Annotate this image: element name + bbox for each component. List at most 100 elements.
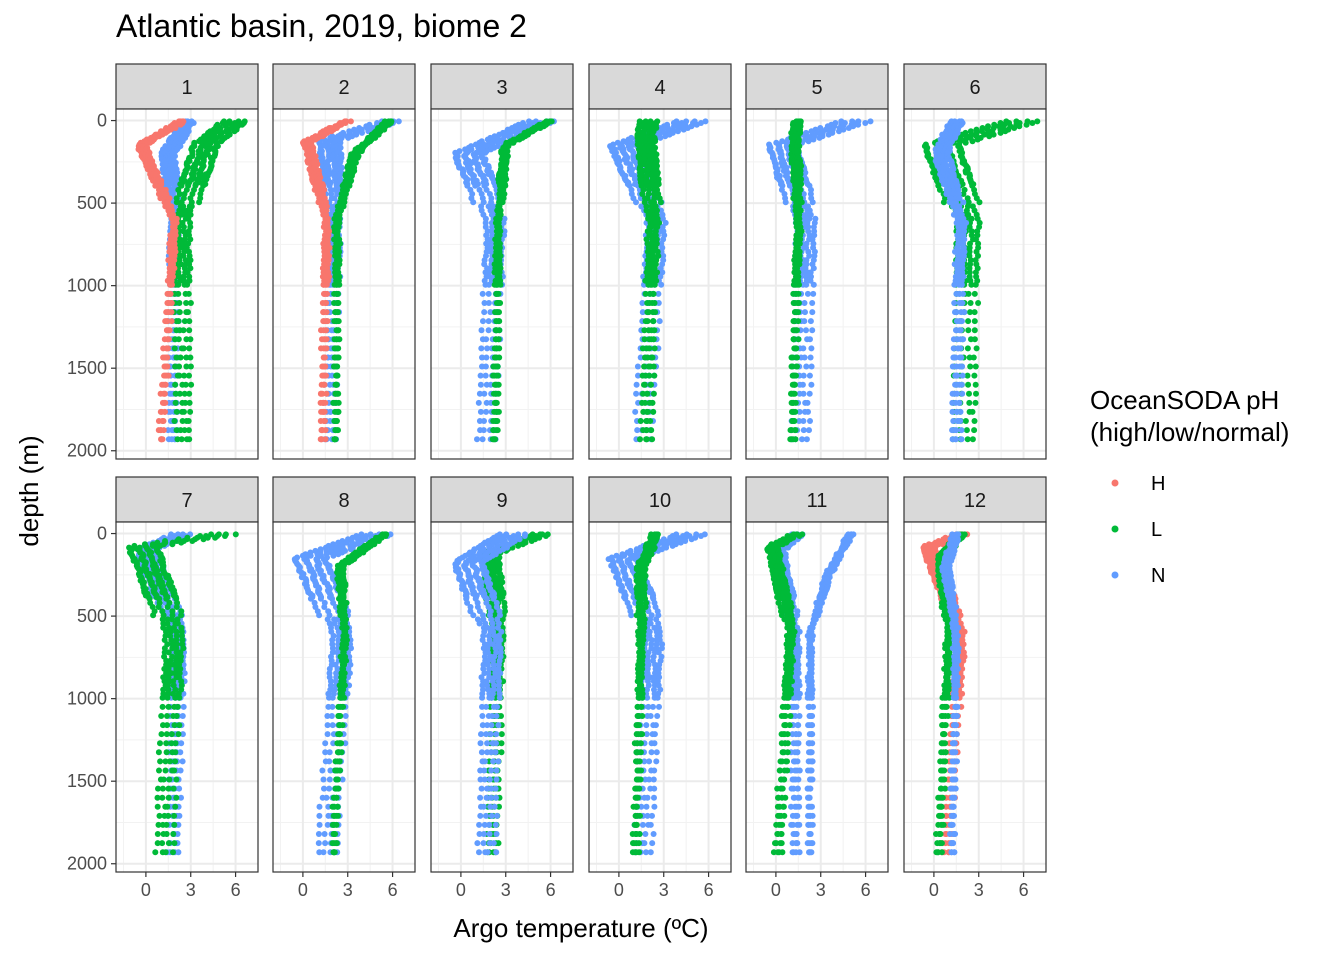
data-point-L [178, 211, 185, 218]
data-point-H [322, 281, 329, 288]
data-point-H [320, 381, 327, 388]
data-point-L [971, 427, 978, 434]
data-point-L [796, 281, 802, 288]
data-point-H [168, 300, 175, 306]
data-point-H [324, 318, 331, 325]
data-point-N [803, 436, 810, 443]
data-point-L [176, 372, 183, 379]
data-point-N [485, 318, 492, 325]
data-point-N [958, 436, 965, 443]
data-point-L [332, 436, 339, 443]
data-point-L [647, 381, 654, 388]
data-point-L [495, 381, 502, 388]
data-point-N [483, 336, 490, 343]
data-point-N [807, 211, 814, 218]
data-point-L [335, 345, 342, 352]
data-point-H [162, 408, 168, 415]
data-point-N [799, 381, 806, 388]
data-point-N [801, 318, 808, 325]
data-point-N [809, 309, 816, 316]
data-point-L [791, 390, 798, 397]
data-point-L [792, 345, 799, 352]
y-tick-label: 0 [97, 111, 107, 131]
data-point-L [648, 427, 655, 434]
data-point-N [825, 131, 832, 138]
data-point-L [510, 139, 517, 146]
data-point-L [494, 290, 501, 297]
data-point-L [492, 436, 499, 443]
data-point-N [801, 354, 808, 361]
data-point-L [971, 318, 978, 325]
facet-strip-label: 7 [181, 490, 192, 512]
data-point-L [972, 381, 979, 388]
data-point-L [185, 418, 192, 424]
data-point-L [187, 363, 194, 370]
data-point-N [657, 134, 664, 141]
data-point-L [495, 390, 502, 397]
data-point-N [862, 120, 869, 126]
data-point-L [187, 300, 194, 306]
data-point-L [177, 354, 184, 361]
data-point-N [782, 199, 789, 206]
data-point-L [971, 290, 978, 297]
data-point-N [810, 290, 817, 297]
data-point-H [172, 125, 179, 131]
data-point-L [966, 399, 973, 406]
data-point-L [335, 290, 341, 297]
data-point-L [333, 372, 340, 379]
data-point-N [845, 125, 852, 131]
data-point-N [633, 390, 640, 397]
data-point-L [516, 136, 523, 143]
data-point-N [867, 118, 874, 125]
data-point-L [643, 436, 650, 443]
data-point-H [169, 281, 175, 288]
data-point-N [800, 345, 807, 352]
data-point-L [493, 427, 500, 434]
data-point-L [174, 436, 181, 443]
data-point-L [962, 418, 969, 424]
data-point-L [792, 408, 799, 415]
data-point-L [186, 327, 193, 334]
data-point-L [971, 327, 978, 334]
facet-panel-2: 2 [272, 63, 416, 460]
data-point-L [644, 318, 651, 325]
data-point-L [496, 354, 503, 361]
data-point-N [482, 372, 489, 379]
data-point-L [965, 327, 972, 334]
data-point-H [165, 372, 172, 379]
data-point-L [334, 309, 341, 316]
data-point-L [186, 318, 193, 325]
data-point-L [183, 354, 190, 361]
data-point-H [322, 327, 329, 334]
data-point-L [971, 336, 978, 343]
data-point-L [650, 390, 657, 397]
data-point-N [809, 327, 816, 334]
data-point-L [1016, 123, 1023, 130]
data-point-L [795, 336, 802, 343]
data-point-N [633, 199, 639, 206]
data-point-L [971, 418, 978, 424]
data-point-N [807, 318, 814, 325]
data-point-N [481, 418, 487, 424]
data-point-H [177, 121, 184, 128]
data-point-L [651, 281, 658, 288]
data-point-L [181, 408, 187, 415]
data-point-L [335, 390, 342, 397]
data-point-L [940, 199, 947, 206]
data-point-L [178, 182, 185, 189]
data-point-L [962, 139, 969, 146]
data-point-N [808, 381, 815, 388]
data-point-N [803, 363, 810, 370]
data-point-L [792, 436, 799, 443]
data-point-N [959, 300, 966, 306]
data-point-N [809, 300, 816, 306]
data-point-H [322, 436, 329, 443]
data-point-H [165, 336, 172, 343]
data-point-L [649, 436, 656, 443]
data-point-H [168, 309, 175, 316]
data-point-H [322, 290, 329, 297]
data-point-L [537, 125, 544, 131]
data-point-N [960, 336, 967, 343]
data-point-L [231, 128, 238, 135]
